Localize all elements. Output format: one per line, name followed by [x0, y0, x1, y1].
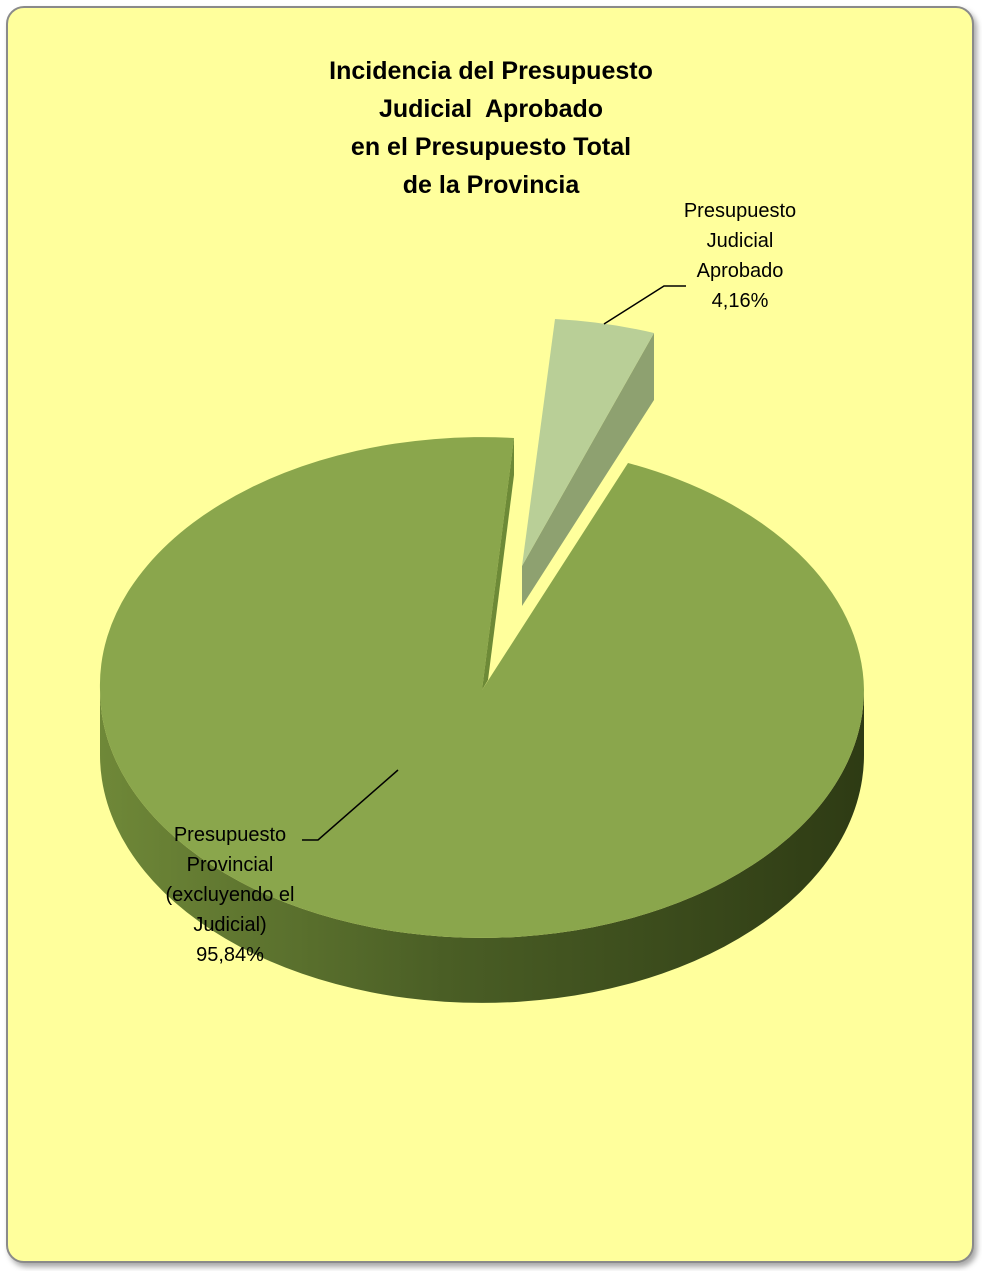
data-label-judicial: Presupuesto Judicial Aprobado 4,16% — [650, 196, 830, 316]
chart-title-line: Judicial Aprobado — [0, 90, 982, 128]
data-label-provincial: Presupuesto Provincial (excluyendo el Ju… — [130, 820, 330, 970]
data-label-text: (excluyendo el — [130, 880, 330, 910]
chart-title-line: en el Presupuesto Total — [0, 128, 982, 166]
chart-title-line: de la Provincia — [0, 166, 982, 204]
data-label-text: Judicial — [650, 226, 830, 256]
data-label-text: Aprobado — [650, 256, 830, 286]
data-label-text: Presupuesto — [130, 820, 330, 850]
data-label-value: 95,84% — [130, 940, 330, 970]
data-label-text: Judicial) — [130, 910, 330, 940]
data-label-text: Provincial — [130, 850, 330, 880]
data-label-value: 4,16% — [650, 286, 830, 316]
chart-title: Incidencia del Presupuesto Judicial Apro… — [0, 52, 982, 204]
chart-title-line: Incidencia del Presupuesto — [0, 52, 982, 90]
data-label-text: Presupuesto — [650, 196, 830, 226]
